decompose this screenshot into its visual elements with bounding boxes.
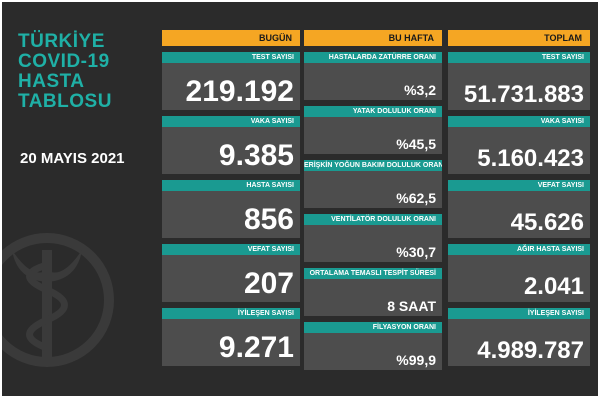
stat-card: İYİLEŞEN SAYISI 9.271 xyxy=(162,308,300,366)
stat-label: AĞIR HASTA SAYISI xyxy=(448,244,590,255)
stat-value: %30,7 xyxy=(396,244,436,260)
stat-card: HASTALARDA ZATÜRRE ORANI %3,2 xyxy=(304,52,442,100)
stat-label: VAKA SAYISI xyxy=(448,116,590,127)
covid-dashboard: TÜRKİYE COVID-19 HASTA TABLOSU 20 MAYIS … xyxy=(2,2,598,396)
stat-label: VAKA SAYISI xyxy=(162,116,300,127)
title-line: HASTA xyxy=(18,71,85,92)
stat-card: YATAK DOLULUK ORANI %45,5 xyxy=(304,106,442,154)
stat-value: 5.160.423 xyxy=(477,145,584,172)
stat-value: 9.385 xyxy=(218,139,294,172)
stat-label: TEST SAYISI xyxy=(162,52,300,63)
stat-label: İYİLEŞEN SAYISI xyxy=(162,308,300,319)
page-title: TÜRKİYE COVID-19 HASTA TABLOSU xyxy=(18,32,112,112)
title-line: COVID-19 xyxy=(18,51,110,72)
stat-value: 4.989.787 xyxy=(477,337,584,364)
stat-value: 51.731.883 xyxy=(463,81,584,108)
stat-card: VEFAT SAYISI 45.626 xyxy=(448,180,590,238)
stat-card: TEST SAYISI 51.731.883 xyxy=(448,52,590,110)
stat-label: FİLYASYON ORANI xyxy=(304,322,442,333)
stat-value: 219.192 xyxy=(185,75,294,108)
stat-card: AĞIR HASTA SAYISI 2.041 xyxy=(448,244,590,302)
title-line: TÜRKİYE xyxy=(18,31,105,52)
stat-value: 8 SAAT xyxy=(387,298,436,314)
column-total: TOPLAM TEST SAYISI 51.731.883 VAKA SAYIS… xyxy=(448,30,590,370)
stat-card: VENTİLATÖR DOLULUK ORANI %30,7 xyxy=(304,214,442,262)
stat-card: FİLYASYON ORANI %99,9 xyxy=(304,322,442,370)
stat-card: VAKA SAYISI 9.385 xyxy=(162,116,300,174)
stat-label: YATAK DOLULUK ORANI xyxy=(304,106,442,117)
column-header-week: BU HAFTA xyxy=(304,30,442,46)
report-date: 20 MAYIS 2021 xyxy=(20,150,125,167)
title-line: TABLOSU xyxy=(18,91,112,112)
stat-value: 9.271 xyxy=(218,331,294,364)
stat-card: VAKA SAYISI 5.160.423 xyxy=(448,116,590,174)
column-header-today: BUGÜN xyxy=(162,30,300,46)
column-today: BUGÜN TEST SAYISI 219.192 VAKA SAYISI 9.… xyxy=(162,30,300,370)
stat-label: İYİLEŞEN SAYISI xyxy=(448,308,590,319)
stat-value: %99,9 xyxy=(396,352,436,368)
stat-card: VEFAT SAYISI 207 xyxy=(162,244,300,302)
stat-card: TEST SAYISI 219.192 xyxy=(162,52,300,110)
stat-card: ERİŞKİN YOĞUN BAKIM DOLULUK ORANI %62,5 xyxy=(304,160,442,208)
ministry-emblem-icon xyxy=(2,233,114,367)
stat-value: 2.041 xyxy=(523,273,584,300)
stat-label: VENTİLATÖR DOLULUK ORANI xyxy=(304,214,442,225)
stat-value: 207 xyxy=(243,267,294,300)
stat-value: %62,5 xyxy=(396,190,436,206)
stat-value: %3,2 xyxy=(404,82,436,98)
stat-card: ORTALAMA TEMASLI TESPİT SÜRESİ 8 SAAT xyxy=(304,268,442,316)
column-header-total: TOPLAM xyxy=(448,30,590,46)
stat-value: %45,5 xyxy=(396,136,436,152)
stat-label: TEST SAYISI xyxy=(448,52,590,63)
stat-value: 45.626 xyxy=(510,209,584,236)
stat-label: HASTALARDA ZATÜRRE ORANI xyxy=(304,52,442,63)
column-week: BU HAFTA HASTALARDA ZATÜRRE ORANI %3,2 Y… xyxy=(304,30,442,370)
stat-card: İYİLEŞEN SAYISI 4.989.787 xyxy=(448,308,590,366)
stat-label: ERİŞKİN YOĞUN BAKIM DOLULUK ORANI xyxy=(304,160,442,171)
stat-label: VEFAT SAYISI xyxy=(448,180,590,191)
stat-label: ORTALAMA TEMASLI TESPİT SÜRESİ xyxy=(304,268,442,279)
stat-card: HASTA SAYISI 856 xyxy=(162,180,300,238)
stat-label: HASTA SAYISI xyxy=(162,180,300,191)
stat-value: 856 xyxy=(243,203,294,236)
stat-label: VEFAT SAYISI xyxy=(162,244,300,255)
